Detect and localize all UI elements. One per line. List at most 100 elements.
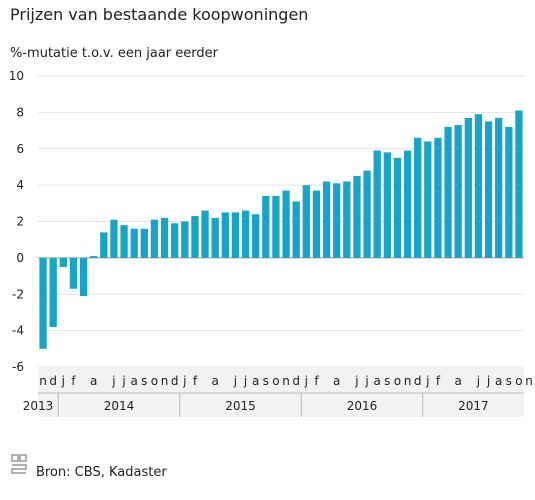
bar [484, 121, 493, 258]
bar [464, 117, 472, 258]
bar [49, 257, 57, 327]
source-note: Bron: CBS, Kadaster [36, 465, 167, 480]
x-tick-label: s [263, 374, 269, 388]
bar [333, 183, 341, 258]
x-tick-label: a [455, 374, 462, 388]
x-tick-label: s [384, 374, 390, 388]
bar [495, 117, 503, 258]
x-tick-label: s [141, 374, 147, 388]
bar [444, 126, 452, 258]
x-tick-label: j [476, 374, 480, 388]
y-tick-label: 2 [16, 215, 24, 229]
bar [100, 232, 108, 258]
x-tick-label: n [404, 374, 412, 388]
x-tick-label: j [111, 374, 115, 388]
bar [241, 210, 250, 258]
x-tick-label: j [243, 374, 247, 388]
x-tick-label: a [333, 374, 340, 388]
bar [515, 110, 523, 258]
x-tick-label: f [193, 374, 198, 388]
bar [160, 217, 169, 258]
bar [171, 223, 179, 258]
bar [343, 181, 351, 258]
y-tick-label: 0 [16, 251, 24, 265]
y-tick-label: -6 [12, 360, 24, 374]
bar [211, 217, 219, 258]
x-tick-label: f [314, 374, 319, 388]
x-tick-label: o [394, 374, 401, 388]
y-tick-label: 4 [16, 178, 24, 192]
cbs-logo-icon [11, 454, 27, 474]
x-tick-label: j [121, 374, 125, 388]
bar [150, 219, 159, 258]
x-tick-label: a [252, 374, 259, 388]
x-tick-label: a [90, 374, 97, 388]
x-tick-label: d [171, 374, 179, 388]
bar [90, 256, 98, 258]
chart-title: Prijzen van bestaande koopwoningen [10, 5, 309, 24]
bar [221, 212, 229, 258]
bar [110, 219, 118, 258]
bar [181, 221, 189, 258]
bar [322, 181, 331, 258]
y-tick-label: 8 [16, 105, 24, 119]
x-tick-label: d [414, 374, 422, 388]
x-tick-label: n [161, 374, 169, 388]
year-label: 2013 [23, 399, 54, 413]
bar [353, 176, 361, 258]
bar [201, 210, 209, 258]
bar [312, 190, 321, 258]
y-axis-label: %-mutatie t.o.v. een jaar eerder [10, 46, 218, 61]
bar [292, 201, 300, 258]
bar [79, 257, 88, 297]
x-tick-label: j [304, 374, 308, 388]
y-tick-label: 6 [16, 142, 24, 156]
bar [272, 196, 280, 258]
bar [120, 225, 128, 258]
bar [302, 185, 310, 258]
bar [231, 212, 240, 258]
bar [39, 257, 47, 349]
bar [424, 141, 432, 258]
x-tick-label: d [292, 374, 300, 388]
x-tick-label: d [49, 374, 57, 388]
x-tick-label: n [282, 374, 290, 388]
x-tick-label: j [486, 374, 490, 388]
x-tick-label: j [61, 374, 65, 388]
x-tick-label: a [495, 374, 502, 388]
x-tick-label: j [354, 374, 358, 388]
bar [282, 190, 290, 258]
x-tick-label: j [425, 374, 429, 388]
x-tick-label: o [515, 374, 522, 388]
x-tick-label: j [364, 374, 368, 388]
bar [434, 137, 442, 258]
year-label: 2014 [104, 399, 135, 413]
year-label: 2017 [458, 399, 489, 413]
year-label: 2016 [347, 399, 378, 413]
year-label: 2015 [225, 399, 256, 413]
bar [383, 152, 391, 258]
x-tick-label: o [151, 374, 158, 388]
y-tick-label: -4 [12, 324, 24, 338]
bar [393, 157, 402, 258]
bar [59, 257, 67, 267]
x-tick-label: a [212, 374, 219, 388]
bar [414, 137, 422, 258]
bar [69, 257, 78, 289]
y-tick-label: -2 [12, 287, 24, 301]
x-tick-label: o [272, 374, 279, 388]
x-tick-label: n [525, 374, 533, 388]
bar [130, 228, 138, 258]
x-tick-label: f [436, 374, 441, 388]
x-tick-label: a [374, 374, 381, 388]
x-tick-label: j [233, 374, 237, 388]
x-tick-label: a [131, 374, 138, 388]
bar [363, 170, 371, 258]
bar [252, 214, 260, 258]
x-tick-label: f [71, 374, 76, 388]
x-tick-label: n [39, 374, 47, 388]
x-tick-label: s [506, 374, 512, 388]
bar [505, 126, 513, 258]
bar [140, 228, 148, 258]
